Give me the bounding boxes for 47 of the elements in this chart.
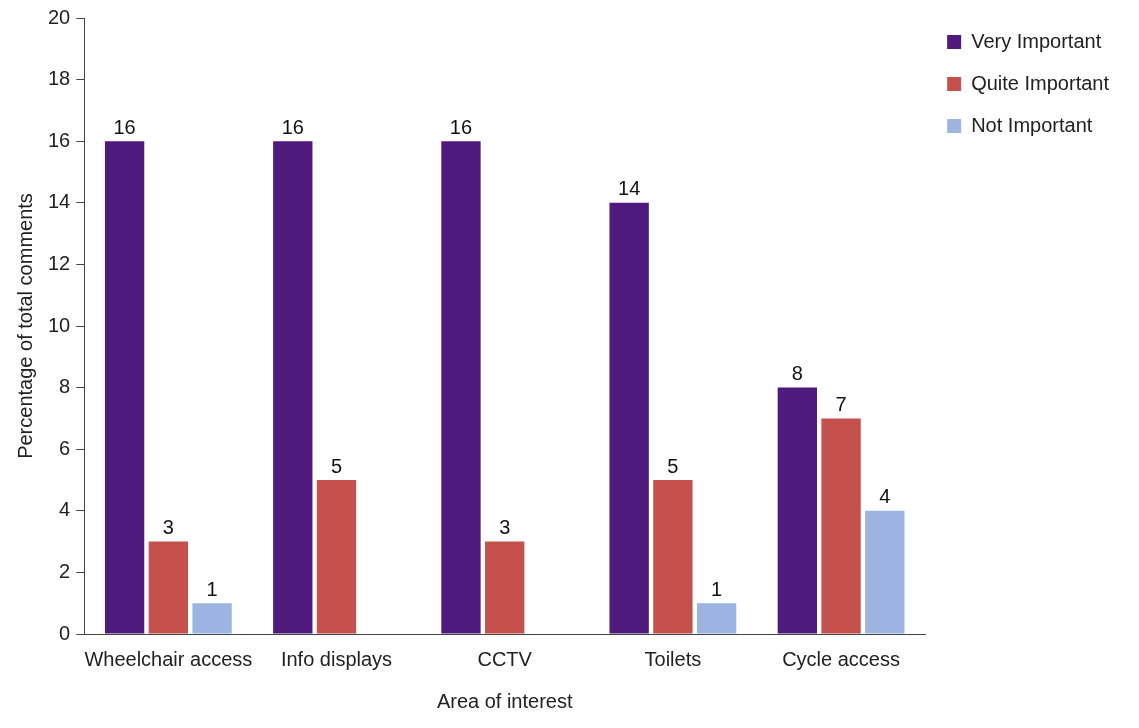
bar	[821, 418, 861, 634]
y-tick-label: 8	[59, 375, 71, 398]
bar	[273, 141, 313, 634]
y-tick-label: 12	[48, 251, 71, 274]
data-label: 5	[667, 454, 679, 477]
bar	[653, 480, 693, 634]
data-label: 1	[206, 577, 218, 600]
y-axis-title: Percentage of total comments	[13, 193, 36, 459]
bar	[777, 387, 818, 634]
y-tick-label: 16	[48, 128, 71, 151]
y-tick-label: 0	[59, 621, 71, 644]
data-label: 3	[499, 516, 511, 539]
y-tick-label: 20	[48, 5, 71, 28]
legend-label: Quite Important	[971, 71, 1110, 94]
data-label: 4	[879, 485, 891, 508]
legend-label: Not Important	[971, 113, 1093, 136]
x-tick-label: Info displays	[280, 647, 393, 670]
x-tick-label: Cycle access	[782, 647, 900, 670]
y-tick-label: 4	[59, 498, 71, 521]
data-label: 16	[113, 115, 136, 138]
y-tick-label: 14	[48, 190, 71, 213]
bar	[316, 480, 357, 634]
bar	[148, 541, 189, 634]
data-label: 1	[711, 577, 723, 600]
bar	[696, 603, 737, 634]
data-label: 7	[835, 392, 847, 415]
data-label: 14	[618, 177, 641, 200]
y-tick-label: 10	[48, 313, 71, 336]
bar	[865, 510, 905, 634]
legend-label: Very Important	[971, 29, 1102, 52]
data-label: 3	[162, 516, 174, 539]
data-label: 5	[330, 454, 343, 477]
data-label: 16	[281, 115, 304, 138]
bar	[441, 141, 481, 634]
x-axis-title: Area of interest	[436, 689, 573, 712]
bar	[609, 202, 649, 634]
data-label: 16	[449, 115, 473, 138]
bar	[104, 141, 145, 634]
y-tick-label: 6	[59, 436, 71, 459]
x-tick-label: Toilets	[644, 647, 702, 670]
x-tick-label: Wheelchair access	[84, 647, 253, 670]
data-label: 8	[791, 362, 803, 385]
y-tick-label: 2	[59, 559, 71, 582]
bar	[192, 603, 232, 634]
x-tick-label: CCTV	[477, 647, 533, 670]
bar	[485, 541, 525, 634]
y-tick-label: 18	[48, 67, 71, 90]
